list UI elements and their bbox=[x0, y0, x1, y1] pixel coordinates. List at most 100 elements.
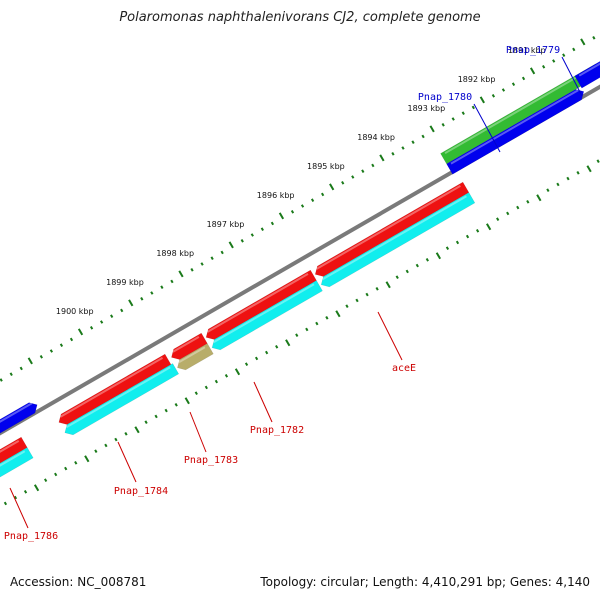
tick-labels: 1891 kbp 1892 kbp 1893 kbp 1894 kbp 1895 kbp… bbox=[56, 46, 546, 316]
outer-tick bbox=[170, 279, 174, 284]
outer-tick bbox=[59, 343, 64, 347]
inner-tick bbox=[576, 170, 580, 175]
outer-tick bbox=[250, 233, 254, 237]
outer-tick bbox=[160, 285, 164, 289]
outer-tick bbox=[391, 151, 395, 156]
inner-tick bbox=[164, 408, 168, 413]
outer-tick bbox=[270, 221, 275, 226]
outer-tick bbox=[329, 183, 335, 191]
gene-leader-line bbox=[117, 441, 137, 483]
outer-tick bbox=[77, 328, 84, 336]
inner-tick bbox=[305, 327, 309, 332]
gene-labels: Pnap_1779 Pnap_1780 aceE Pnap_1782 Pnap_1783… bbox=[4, 45, 583, 542]
inner-tick bbox=[325, 315, 329, 320]
inner-tick bbox=[154, 414, 158, 419]
outer-tick bbox=[310, 198, 315, 202]
inner-tick bbox=[425, 257, 429, 262]
inner-tick bbox=[84, 455, 90, 463]
inner-tick bbox=[23, 489, 28, 494]
inner-tick bbox=[94, 449, 98, 453]
outer-tick bbox=[371, 163, 375, 168]
outer-tick bbox=[501, 88, 506, 92]
tick-label: 1892 kbp bbox=[458, 75, 496, 84]
outer-tick bbox=[39, 354, 43, 359]
outer-tick bbox=[461, 111, 465, 115]
inner-tick bbox=[395, 275, 399, 279]
gene-label: aceE bbox=[392, 363, 416, 374]
inner-tick bbox=[104, 443, 108, 448]
inner-tick bbox=[244, 362, 249, 366]
outer-tick bbox=[580, 38, 586, 46]
inner-tick bbox=[486, 223, 492, 231]
outer-tick bbox=[321, 192, 325, 197]
inner-tick bbox=[526, 199, 530, 204]
outer-tick bbox=[210, 256, 214, 260]
gene-block-pnap-1782-cyan bbox=[211, 280, 323, 351]
tick-label: 1893 kbp bbox=[407, 104, 445, 113]
inner-tick bbox=[335, 310, 341, 318]
gene-label: Pnap_1786 bbox=[4, 531, 58, 542]
inner-tick bbox=[345, 304, 349, 308]
inner-tick bbox=[285, 339, 291, 347]
tick-label: 1897 kbp bbox=[207, 220, 245, 229]
inner-tick bbox=[475, 228, 480, 233]
inner-tick bbox=[435, 252, 442, 260]
tick-label: 1891 kbp bbox=[508, 46, 546, 55]
inner-tick bbox=[516, 205, 520, 210]
outer-tick bbox=[491, 93, 496, 98]
gene-block-pnap-1783-overlap bbox=[177, 343, 214, 371]
outer-tick bbox=[421, 134, 425, 139]
outer-tick bbox=[178, 270, 184, 278]
inner-tick bbox=[566, 176, 570, 181]
inner-tick bbox=[556, 182, 560, 187]
inner-tick bbox=[54, 472, 58, 477]
gene-block-pnap-1784-cyan-highlight bbox=[65, 366, 171, 429]
outer-tick bbox=[89, 325, 94, 330]
gene-leader-line bbox=[189, 411, 207, 453]
gene-label: Pnap_1782 bbox=[250, 425, 304, 436]
gene-block-pnap-1779-blue-highlight bbox=[578, 62, 600, 77]
tick-label: 1896 kbp bbox=[257, 191, 295, 200]
gene-block-pnap-1783-red-highlight bbox=[172, 335, 200, 353]
outer-tick bbox=[471, 105, 475, 110]
inner-tick bbox=[144, 420, 148, 424]
inner-tick bbox=[405, 269, 409, 274]
gene-block-pnap-1779-highlight bbox=[444, 63, 599, 155]
outer-tick bbox=[27, 357, 33, 365]
outer-tick bbox=[552, 59, 556, 63]
gene-block-pnap-1780 bbox=[446, 89, 585, 175]
outer-tick bbox=[260, 227, 264, 231]
gene-label: Pnap_1783 bbox=[184, 455, 238, 466]
gene-block-acee-red-highlight bbox=[316, 184, 461, 270]
inner-tick bbox=[375, 286, 379, 291]
outer-tick bbox=[228, 241, 234, 249]
inner-tick bbox=[265, 350, 269, 355]
outer-tick bbox=[529, 67, 536, 75]
outer-tick bbox=[69, 337, 74, 342]
gene-leader-line bbox=[9, 487, 29, 529]
outer-tick bbox=[411, 140, 415, 144]
outer-tick bbox=[451, 117, 455, 121]
inner-tick bbox=[3, 501, 8, 506]
outer-tick bbox=[361, 169, 365, 173]
gene-leader-line bbox=[561, 56, 583, 97]
outer-tick bbox=[49, 349, 54, 353]
gene-block-pnap-1779 bbox=[440, 63, 600, 165]
outer-tick bbox=[9, 372, 13, 376]
tick-label: 1899 kbp bbox=[106, 278, 144, 287]
gene-label: Pnap_1779 bbox=[506, 45, 560, 56]
inner-tick bbox=[64, 466, 68, 471]
outer-tick bbox=[110, 314, 114, 318]
outer-tick bbox=[100, 320, 104, 324]
inner-tick bbox=[184, 397, 190, 405]
inner-tick bbox=[536, 194, 542, 202]
inner-tick bbox=[295, 333, 299, 337]
genome-summary-text: Topology: circular; Length: 4,410,291 bp… bbox=[260, 575, 590, 589]
tick-label: 1898 kbp bbox=[156, 249, 194, 258]
outer-tick bbox=[190, 267, 194, 272]
outer-tick bbox=[521, 76, 526, 81]
outer-tick bbox=[120, 308, 124, 313]
gene-block-left-blue-highlight bbox=[0, 402, 33, 423]
inner-tick bbox=[13, 495, 18, 500]
